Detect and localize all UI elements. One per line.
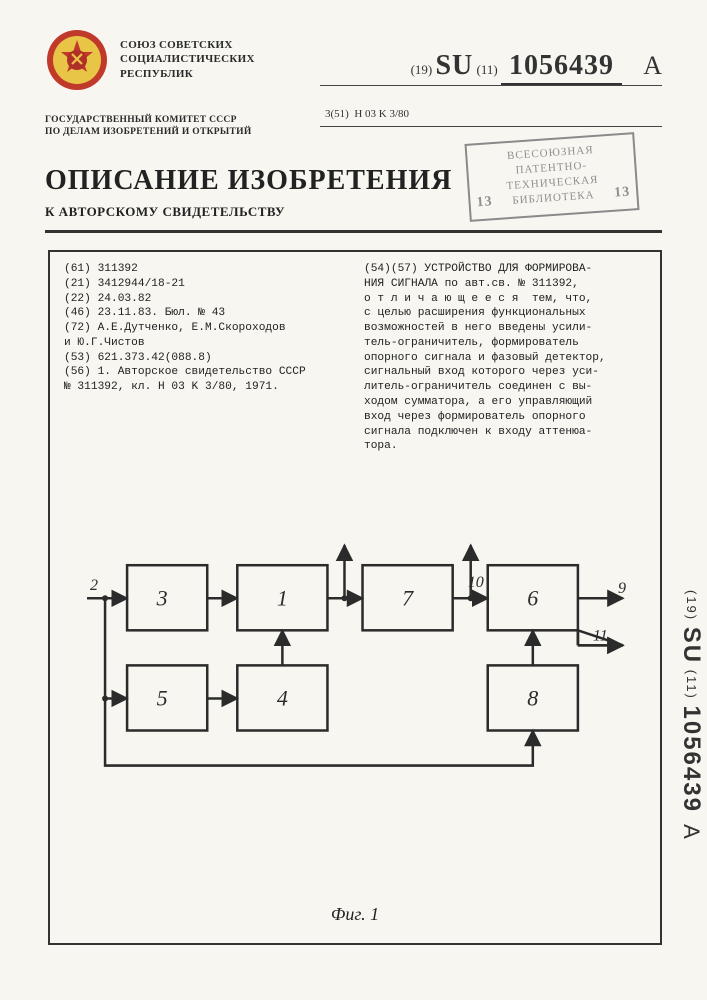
signal-9-label: 9 xyxy=(618,580,626,597)
left-column: (61) 311392 (21) 3412944/18-21 (22) 24.0… xyxy=(64,262,346,454)
stamp-num-right: 13 xyxy=(614,184,631,204)
block-6-label: 6 xyxy=(527,585,538,610)
title-sub: К АВТОРСКОМУ СВИДЕТЕЛЬСТВУ xyxy=(45,204,285,220)
block-diagram-svg: 3 1 7 6 5 4 8 2 9 10 11 xyxy=(72,532,638,929)
library-stamp: ВСЕСОЮЗНАЯ ПАТЕНТНО- ТЕХНИЧЕСКАЯ БИБЛИОТ… xyxy=(464,132,639,222)
ipc-code: 3(51) H 03 K 3/80 xyxy=(325,108,409,120)
pub-kind: A xyxy=(643,51,662,80)
figure-1: 3 1 7 6 5 4 8 2 9 10 11 Фиг. 1 xyxy=(72,532,638,929)
signal-11-label: 11 xyxy=(593,627,608,644)
block-7-label: 7 xyxy=(402,585,414,610)
title-main: ОПИСАНИЕ ИЗОБРЕТЕНИЯ xyxy=(45,165,452,197)
figure-caption: Фиг. 1 xyxy=(331,903,379,927)
committee-line-2: ПО ДЕЛАМ ИЗОБРЕТЕНИЙ И ОТКРЫТИЙ xyxy=(45,127,252,137)
body-frame: (61) 311392 (21) 3412944/18-21 (22) 24.0… xyxy=(48,250,662,945)
right-column: (54)(57) УСТРОЙСТВО ДЛЯ ФОРМИРОВА- НИЯ С… xyxy=(364,262,646,454)
signal-2-label: 2 xyxy=(90,577,98,594)
issuer-line-2: СОЦИАЛИСТИЧЕСКИХ xyxy=(120,53,255,65)
issuer-line-3: РЕСПУБЛИК xyxy=(120,68,193,80)
pub-num: 1056439 xyxy=(501,50,622,85)
rule-lower xyxy=(320,126,662,127)
issuer-block: СОЮЗ СОВЕТСКИХ СОЦИАЛИСТИЧЕСКИХ РЕСПУБЛИ… xyxy=(120,38,255,81)
stamp-line-2: ПАТЕНТНО- xyxy=(515,159,587,176)
committee-block: ГОСУДАРСТВЕННЫЙ КОМИТЕТ СССР ПО ДЕЛАМ ИЗ… xyxy=(45,115,252,139)
ussr-emblem xyxy=(45,28,109,92)
stamp-line-4: БИБЛИОТЕКА xyxy=(512,189,595,207)
issuer-line-1: СОЮЗ СОВЕТСКИХ xyxy=(120,39,233,51)
pub-country: SU xyxy=(435,50,473,81)
two-column-body: (61) 311392 (21) 3412944/18-21 (22) 24.0… xyxy=(64,262,646,454)
committee-line-1: ГОСУДАРСТВЕННЫЙ КОМИТЕТ СССР xyxy=(45,115,237,125)
signal-10-label: 10 xyxy=(468,574,484,591)
block-1-label: 1 xyxy=(277,585,288,610)
block-4-label: 4 xyxy=(277,685,288,710)
pub-country-prefix: (19) xyxy=(411,62,433,77)
block-8-label: 8 xyxy=(527,685,538,710)
rule-upper xyxy=(320,85,662,86)
publication-number: (19) SU (11) 1056439 A xyxy=(411,50,662,82)
block-3-label: 3 xyxy=(156,585,168,610)
patent-page: СОЮЗ СОВЕТСКИХ СОЦИАЛИСТИЧЕСКИХ РЕСПУБЛИ… xyxy=(0,0,707,1000)
block-5-label: 5 xyxy=(157,685,168,710)
pub-num-prefix: (11) xyxy=(477,62,498,77)
title-rule xyxy=(45,230,662,233)
side-publication-number: (19) SU (11) 1056439 A xyxy=(677,590,705,841)
stamp-num-left: 13 xyxy=(476,193,493,213)
